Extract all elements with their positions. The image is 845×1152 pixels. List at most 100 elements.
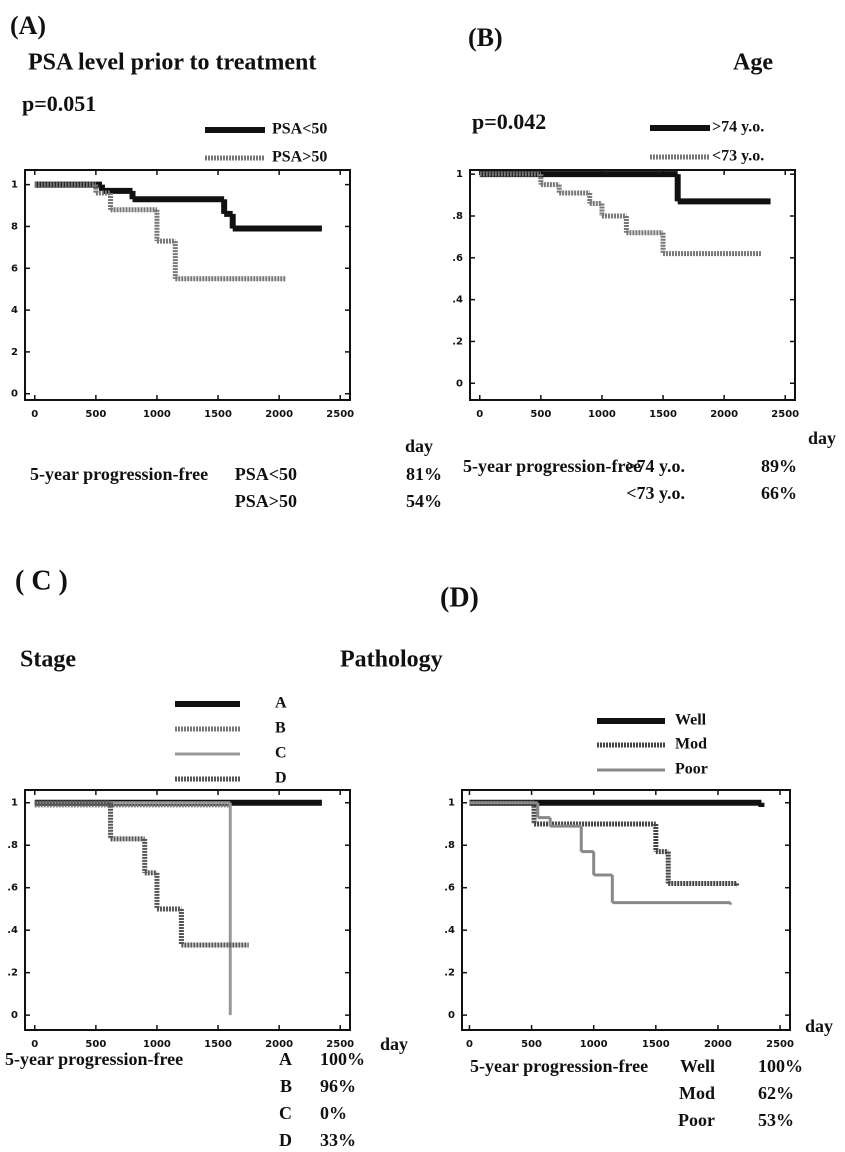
chart-title: PSA level prior to treatment [28,50,316,76]
summary-name: B [280,1076,292,1096]
x-axis-label: day [805,1016,833,1036]
y-tick-label: .2 [444,968,455,979]
x-tick-label: 2000 [704,1039,732,1050]
p-value: p=0.042 [472,109,546,134]
x-tick-label: 1500 [204,409,232,420]
legend-label: Well [675,712,707,729]
y-tick-label: .8 [444,840,455,851]
legend-label: Mod [675,736,707,753]
y-tick-label: .6 [444,883,455,894]
x-tick-label: 500 [85,409,106,420]
summary-name: Poor [678,1110,715,1130]
plot-frame [469,169,796,401]
summary-name: PSA<50 [235,464,297,484]
legend-label: >74 y.o. [712,119,764,136]
summary-name: Well [680,1056,715,1076]
summary-value: 81% [406,464,442,484]
summary-value: 53% [758,1110,794,1130]
legend-label: A [275,695,287,712]
legend-label: C [275,745,287,762]
x-axis-label: day [380,1034,408,1054]
y-tick-label: 6 [11,263,18,274]
legend-label: B [275,720,286,737]
chart-title: Age [733,50,773,76]
summary-value: 100% [758,1056,803,1076]
legend-label: D [275,770,287,787]
x-tick-label: 2000 [265,1039,293,1050]
summary-name: D [279,1130,292,1150]
x-tick-label: 1500 [649,409,677,420]
legend-label: PSA>50 [272,149,327,166]
x-tick-label: 1000 [143,1039,171,1050]
y-tick-label: 1 [11,180,18,191]
legend-label: <73 y.o. [712,148,764,165]
x-axis-label: day [405,436,433,456]
y-tick-label: .2 [452,336,463,347]
y-tick-label: .2 [7,968,18,979]
plot-frame [24,169,351,401]
legend-label: Poor [675,761,708,778]
summary-title: 5-year progression-free [30,464,208,484]
y-tick-label: 0 [11,1010,18,1021]
y-tick-label: 0 [448,1010,455,1021]
x-tick-label: 2500 [766,1039,794,1050]
y-tick-label: .4 [7,925,18,936]
summary-value: 66% [761,483,797,503]
p-value: p=0.051 [22,91,96,116]
x-tick-label: 500 [521,1039,542,1050]
y-tick-label: .8 [7,840,18,851]
chart-title: Pathology [340,647,443,673]
summary-title: 5-year progression-free [463,456,641,476]
summary-name: C [279,1103,292,1123]
legend-label: PSA<50 [272,121,327,138]
summary-value: 54% [406,491,442,511]
y-tick-label: 8 [11,221,18,232]
summary-value: 89% [761,456,797,476]
x-tick-label: 2000 [265,409,293,420]
summary-value: 100% [320,1049,365,1069]
panel-label: (D) [440,582,479,613]
y-tick-label: .4 [444,925,455,936]
summary-value: 33% [320,1130,356,1150]
x-tick-label: 1500 [642,1039,670,1050]
summary-name: >74 y.o. [626,456,685,476]
y-tick-label: 4 [11,305,18,316]
y-tick-label: .6 [452,253,463,264]
summary-value: 0% [320,1103,347,1123]
x-tick-label: 0 [31,1039,38,1050]
summary-name: PSA>50 [235,491,297,511]
x-tick-label: 0 [476,409,483,420]
summary-name: <73 y.o. [626,483,685,503]
x-axis-label: day [808,428,836,448]
y-tick-label: .8 [452,211,463,222]
x-tick-label: 500 [530,409,551,420]
y-tick-label: .6 [7,883,18,894]
x-tick-label: 2000 [710,409,738,420]
plot-frame [461,789,791,1031]
x-tick-label: 1000 [143,409,171,420]
y-tick-label: 0 [456,378,463,389]
summary-value: 62% [758,1083,794,1103]
panel-label: (A) [10,11,46,40]
x-tick-label: 0 [31,409,38,420]
x-tick-label: 0 [466,1039,473,1050]
y-tick-label: 2 [11,347,18,358]
x-tick-label: 2500 [326,1039,354,1050]
x-tick-label: 2500 [771,409,799,420]
summary-title: 5-year progression-free [470,1056,648,1076]
y-tick-label: 1 [456,169,463,180]
panel-label: ( C ) [15,565,68,596]
summary-title: 5-year progression-free [5,1049,183,1069]
y-tick-label: 0 [11,389,18,400]
chart-title: Stage [20,647,76,673]
x-tick-label: 2500 [326,409,354,420]
summary-value: 96% [320,1076,356,1096]
x-tick-label: 1000 [580,1039,608,1050]
plot-frame [24,789,351,1031]
y-tick-label: .4 [452,295,463,306]
panel-label: (B) [468,23,503,52]
summary-name: A [279,1049,292,1069]
x-tick-label: 1500 [204,1039,232,1050]
y-tick-label: 1 [448,798,455,809]
